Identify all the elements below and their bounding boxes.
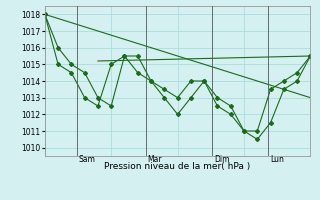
Text: Lun: Lun xyxy=(270,155,284,164)
Text: Dim: Dim xyxy=(214,155,230,164)
Text: Mar: Mar xyxy=(148,155,162,164)
X-axis label: Pression niveau de la mer( hPa ): Pression niveau de la mer( hPa ) xyxy=(104,162,251,171)
Text: Sam: Sam xyxy=(79,155,96,164)
